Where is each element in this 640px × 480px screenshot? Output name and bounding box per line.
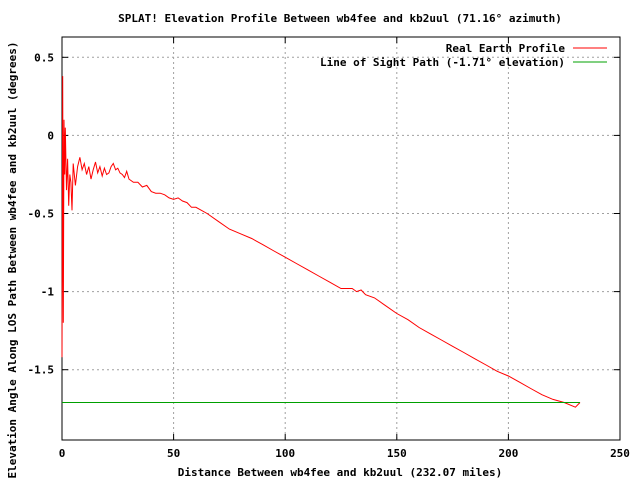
y-axis-label: Elevation Angle Along LOS Path Between w… (6, 41, 19, 478)
x-tick-label: 50 (167, 447, 180, 460)
legend-label: Line of Sight Path (-1.71° elevation) (320, 56, 565, 69)
x-tick-label: 150 (387, 447, 407, 460)
x-axis-label: Distance Between wb4fee and kb2uul (232.… (178, 466, 503, 479)
x-axis-ticks: 0 50 100 150 200 250 (59, 37, 630, 460)
x-tick-label: 250 (610, 447, 630, 460)
chart-title: SPLAT! Elevation Profile Between wb4fee … (118, 12, 562, 25)
y-tick-label: -0.5 (28, 208, 55, 221)
x-tick-label: 100 (275, 447, 295, 460)
y-tick-label: 0 (47, 129, 54, 142)
legend-label: Real Earth Profile (446, 42, 566, 55)
y-tick-label: 0.5 (34, 51, 54, 64)
x-tick-label: 0 (59, 447, 66, 460)
series-layer (61, 76, 581, 408)
y-tick-label: -1.5 (28, 364, 55, 377)
x-tick-label: 200 (498, 447, 518, 460)
y-tick-label: -1 (41, 286, 55, 299)
y-axis-ticks: 0.5 0 -0.5 -1 -1.5 (28, 51, 620, 377)
series-line-real-earth-profile (61, 76, 581, 408)
grid (62, 37, 620, 440)
